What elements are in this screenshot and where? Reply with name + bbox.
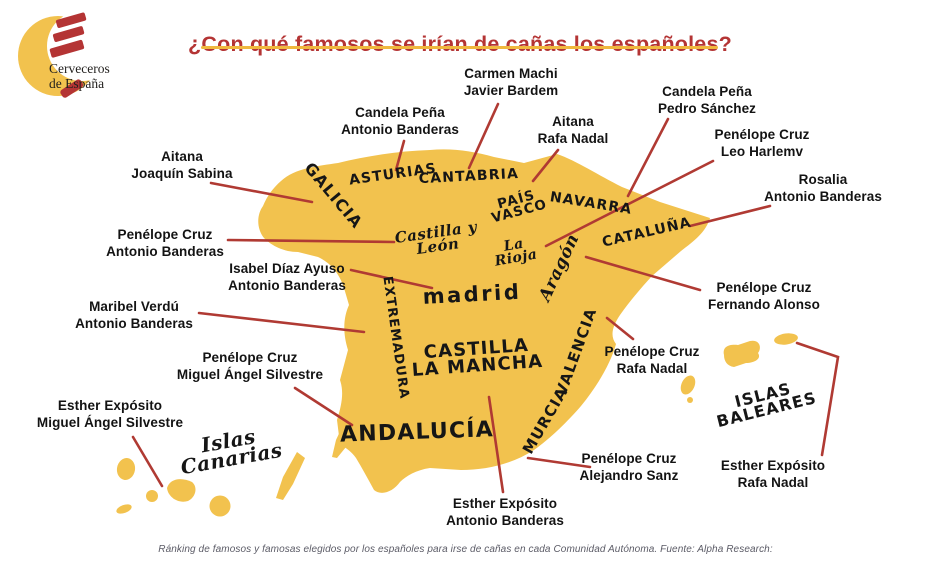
cerveceros-logo-icon — [18, 11, 117, 98]
connector-line-galicia — [209, 181, 314, 204]
connector-line-extremadura — [197, 311, 366, 334]
famous-name: Rafa Nadal — [537, 130, 609, 146]
callout-extremadura: Maribel Verdú Antonio Banderas — [75, 299, 193, 332]
famous-name: Leo Harlemv — [720, 143, 804, 159]
callout-andalucia: Penélope Cruz Miguel Ángel Silvestre — [177, 350, 323, 383]
famous-name: Antonio Banderas — [764, 188, 882, 204]
famous-name: Penélope Cruz — [202, 350, 298, 365]
famous-name: Miguel Ángel Silvestre — [176, 366, 324, 382]
tenerife-island — [167, 479, 196, 502]
famous-name: Alejandro Sanz — [579, 467, 679, 483]
famous-name: Antonio Banderas — [106, 243, 224, 259]
region-label-madrid: madrid — [422, 279, 522, 309]
footer-caption: Ránking de famosos y famosas elegidos po… — [158, 544, 773, 555]
logo: Cerveceros de España — [16, 4, 146, 109]
famous-name: Esther Expósito — [452, 496, 558, 511]
formentera-island — [687, 397, 693, 403]
connector-line-pais_vasco — [531, 148, 560, 183]
callout-galicia: Aitana Joaquín Sabina — [131, 149, 232, 182]
famous-name: Miguel Ángel Silvestre — [36, 414, 184, 430]
callout-aragon: Penélope Cruz Fernando Alonso — [708, 280, 820, 313]
famous-name: Candela Peña — [662, 84, 752, 99]
famous-name: Rafa Nadal — [616, 360, 688, 376]
famous-name: Esther Expósito — [720, 458, 826, 473]
connector-line-baleares — [795, 341, 840, 457]
callout-murcia: Penélope Cruz Alejandro Sanz — [580, 451, 679, 484]
callout-castilla_leon: Penélope Cruz Antonio Banderas — [106, 227, 224, 260]
callout-valencia: Penélope Cruz Rafa Nadal — [604, 344, 699, 377]
famous-name: Rosalia — [798, 172, 848, 187]
famous-name: Isabel Díaz Ayuso — [229, 261, 345, 276]
callout-castilla_mancha: Esther Expósito Antonio Banderas — [446, 496, 564, 529]
connector-line-canarias — [131, 435, 164, 488]
famous-name: Antonio Banderas — [75, 315, 193, 331]
famous-name: Rafa Nadal — [737, 474, 809, 490]
famous-name: Maribel Verdú — [89, 299, 179, 314]
la-palma-island — [116, 458, 136, 480]
menorca-island — [774, 333, 798, 345]
el-hierro-island — [116, 504, 132, 514]
famous-name: Javier Bardem — [463, 82, 559, 98]
connector-lines — [131, 102, 840, 494]
callout-navarra: Candela Peña Pedro Sánchez — [658, 84, 756, 117]
famous-name: Aitana — [161, 149, 203, 164]
region-label-castilla_mancha: CASTILLA LA MANCHA — [410, 335, 544, 381]
iberian-peninsula-shape — [258, 149, 710, 493]
connector-line-la_rioja — [544, 159, 715, 248]
famous-name: Esther Expósito — [57, 398, 163, 413]
famous-name: Candela Peña — [355, 105, 445, 120]
famous-name: Penélope Cruz — [716, 280, 812, 295]
callout-madrid: Isabel Díaz Ayuso Antonio Banderas — [228, 261, 346, 294]
connector-line-castilla_leon — [226, 238, 396, 244]
connector-line-castilla_mancha — [487, 395, 505, 494]
callout-cataluna: Rosalia Antonio Banderas — [764, 172, 882, 205]
connector-line-murcia — [526, 456, 592, 469]
callout-baleares: Esther Expósito Rafa Nadal — [721, 458, 825, 491]
region-label-andalucia: ANDALUCÍA — [339, 417, 495, 448]
famous-name: Fernando Alonso — [708, 296, 820, 312]
callout-la_rioja: Penélope Cruz Leo Harlemv — [714, 127, 809, 160]
famous-name: Antonio Banderas — [341, 121, 459, 137]
connector-line-andalucia — [293, 386, 354, 427]
callout-pais_vasco: Aitana Rafa Nadal — [538, 114, 609, 147]
connector-line-cataluna — [688, 204, 772, 228]
lanzarote-island — [332, 425, 352, 458]
ibiza-island — [680, 375, 696, 395]
gran-canaria-island — [209, 495, 231, 517]
famous-name: Joaquín Sabina — [131, 165, 233, 181]
famous-name: Antonio Banderas — [228, 277, 346, 293]
connector-line-valencia — [605, 316, 635, 341]
callout-canarias: Esther Expósito Miguel Ángel Silvestre — [37, 398, 183, 431]
connector-line-asturias — [394, 139, 406, 172]
connector-line-madrid — [349, 268, 434, 290]
logo-text-line2: de España — [49, 76, 105, 91]
logo-text: Cerveceros de España — [49, 61, 110, 91]
famous-name: Carmen Machi — [464, 66, 558, 81]
callout-cantabria: Carmen Machi Javier Bardem — [464, 66, 558, 99]
la-gomera-island — [146, 490, 158, 502]
famous-name: Penélope Cruz — [117, 227, 213, 242]
connector-line-aragon — [584, 255, 702, 292]
region-label-line: ANDALUCÍA — [339, 417, 495, 448]
famous-name: Antonio Banderas — [446, 512, 564, 528]
connector-line-cantabria — [467, 102, 500, 170]
page-title: ¿Con qué famosos se irían de cañas los e… — [188, 32, 732, 57]
region-label-line: madrid — [422, 279, 522, 309]
callout-asturias: Candela Peña Antonio Banderas — [341, 105, 459, 138]
famous-name: Penélope Cruz — [714, 127, 810, 142]
connector-line-navarra — [626, 117, 670, 198]
famous-name: Penélope Cruz — [604, 344, 700, 359]
famous-name: Pedro Sánchez — [657, 100, 757, 116]
mallorca-island — [723, 340, 760, 367]
famous-name: Aitana — [552, 114, 594, 129]
famous-name: Penélope Cruz — [581, 451, 677, 466]
land-shapes — [116, 149, 798, 517]
title-underline — [201, 46, 718, 49]
fuerteventura-island — [276, 452, 305, 500]
logo-text-line1: Cerveceros — [49, 61, 110, 76]
